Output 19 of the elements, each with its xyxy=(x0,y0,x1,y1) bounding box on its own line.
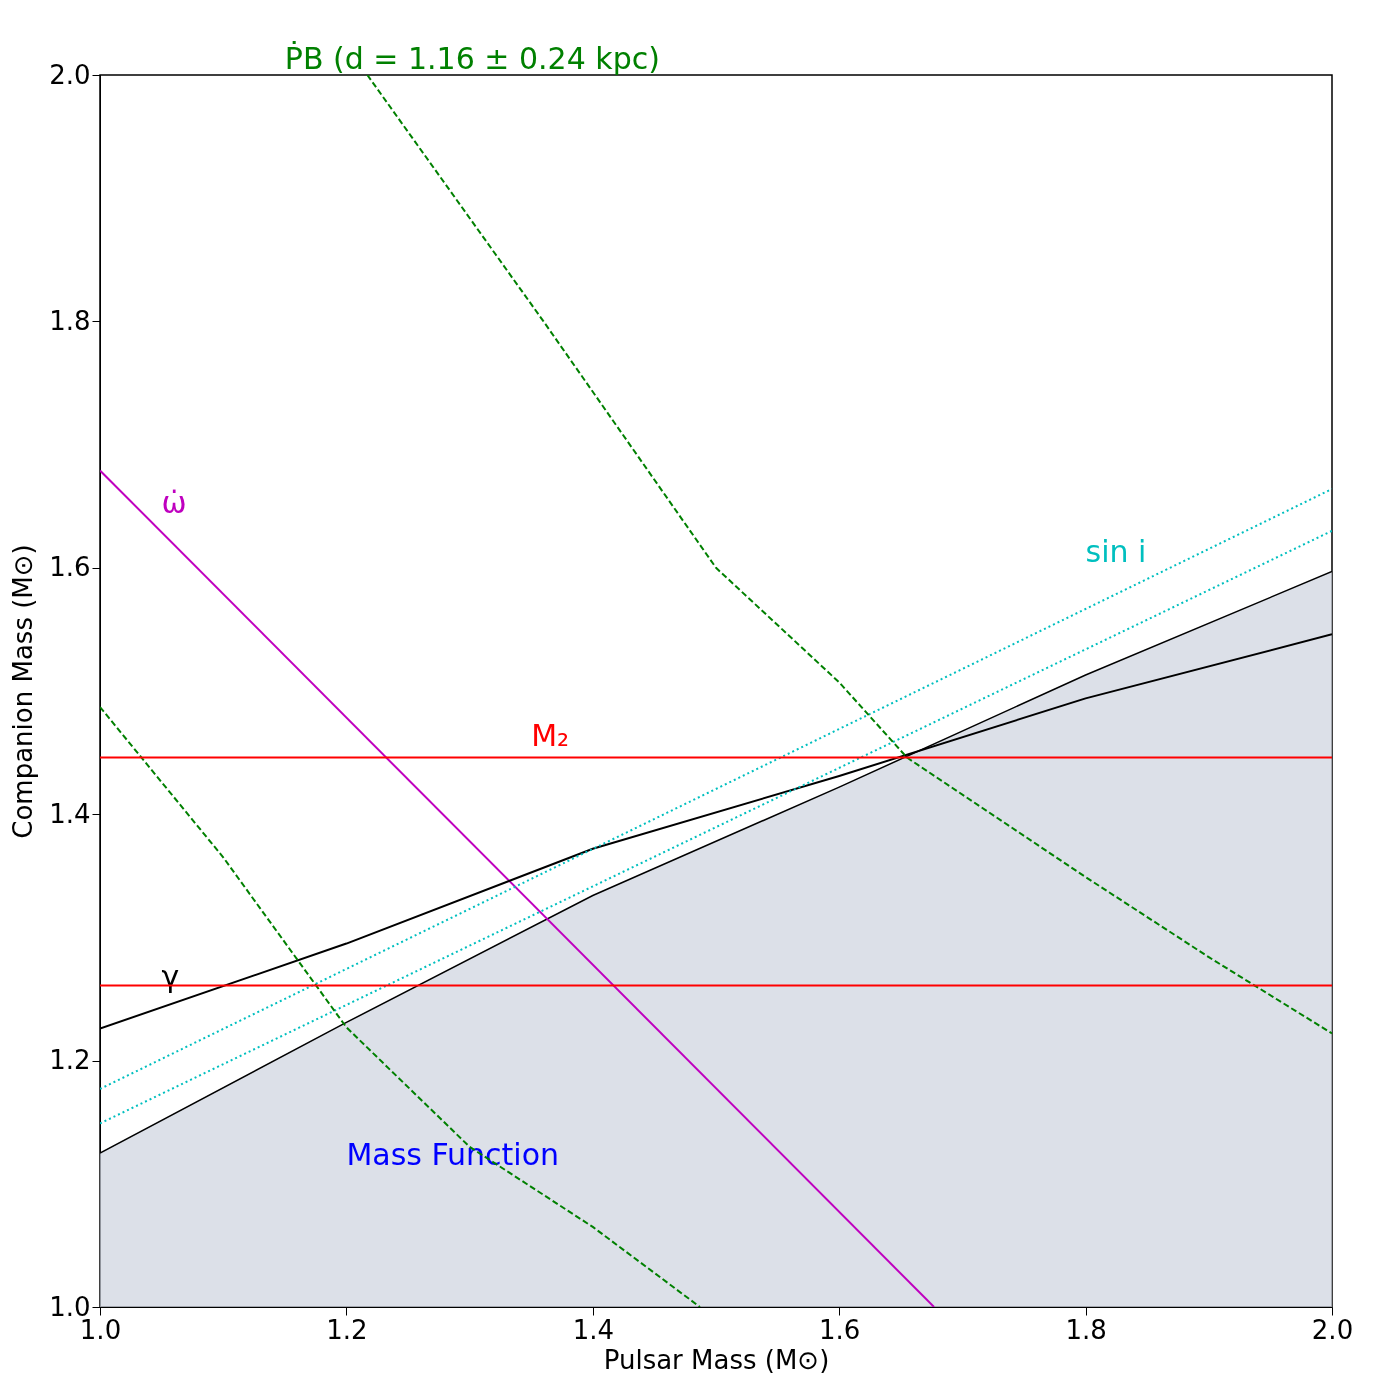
x-axis-title: Pulsar Mass (M⊙) xyxy=(603,1344,830,1373)
line-series xyxy=(366,75,1332,1035)
y-axis-title: Companion Mass (M⊙) xyxy=(8,544,39,839)
y-tick-label: 2.0 xyxy=(49,59,91,90)
text: ṖB (d = 1.16 ± 0.24 kpc) xyxy=(284,41,660,76)
x-tick-label: 1.8 xyxy=(1065,1314,1107,1345)
y-tick-label: 1.2 xyxy=(49,1045,91,1076)
series-label: ω̇ xyxy=(161,484,187,520)
line-series xyxy=(100,706,701,1307)
x-tick-label: 1.4 xyxy=(572,1314,614,1345)
x-tick-label: 1.6 xyxy=(819,1314,861,1345)
series-label: γ xyxy=(161,958,180,994)
y-tick-label: 1.8 xyxy=(49,305,91,336)
y-tick-label: 1.4 xyxy=(49,798,91,829)
ref-line-label: M₂ xyxy=(531,717,570,753)
y-tick-label: 1.6 xyxy=(49,552,91,583)
x-tick-label: 2.0 xyxy=(1311,1314,1354,1345)
series-label: sin i xyxy=(1085,533,1147,569)
x-tick-label: 1.2 xyxy=(326,1314,368,1345)
